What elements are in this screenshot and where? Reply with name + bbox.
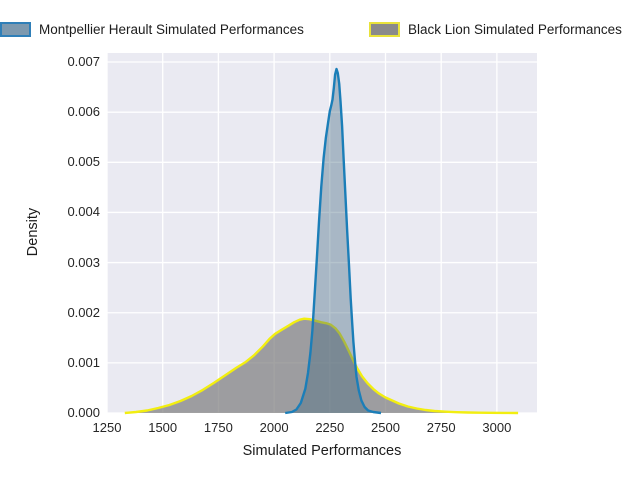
montpellier-density-curve <box>285 67 382 415</box>
y-tick-label: 0.001 <box>67 354 100 370</box>
y-tick-label: 0.003 <box>67 254 100 270</box>
x-tick-label: 2000 <box>259 420 289 435</box>
black-lion-density-area <box>124 318 519 413</box>
legend-item-montpellier: Montpellier Herault Simulated Performanc… <box>0 21 304 37</box>
x-tick-label: 1500 <box>148 420 178 435</box>
x-tick-label: 1750 <box>203 420 233 435</box>
black-lion-density-curve <box>124 317 519 415</box>
y-tick-label: 0.000 <box>67 405 100 420</box>
y-tick-label: 0.002 <box>67 304 100 320</box>
legend-item-black-lion: Black Lion Simulated Performances <box>369 21 640 37</box>
x-tick-label: 2250 <box>315 420 345 435</box>
legend-swatch-black-lion-icon <box>369 21 400 37</box>
x-tick-label: 3000 <box>482 420 512 435</box>
legend-swatch-montpellier-icon <box>0 21 31 37</box>
y-axis-label: Density <box>25 207 41 257</box>
legend-label-montpellier: Montpellier Herault Simulated Performanc… <box>39 21 304 37</box>
y-tick-label: 0.006 <box>67 104 100 120</box>
x-axis-label: Simulated Performances <box>242 443 402 459</box>
legend-label-black-lion: Black Lion Simulated Performances <box>408 21 622 37</box>
y-tick-label: 0.007 <box>67 54 100 70</box>
y-tick-label: 0.004 <box>67 204 100 220</box>
x-tick-label: 2750 <box>426 420 456 435</box>
x-tick-label: 1250 <box>92 420 122 435</box>
y-tick-label: 0.005 <box>67 154 100 170</box>
montpellier-density-area <box>285 69 381 413</box>
x-tick-label: 2500 <box>371 420 400 435</box>
